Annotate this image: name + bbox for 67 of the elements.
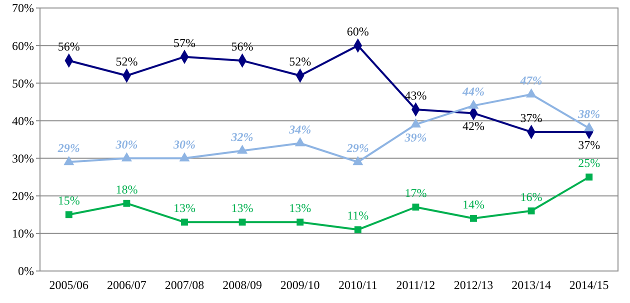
x-tick-label: 2011/12 — [396, 278, 436, 292]
point — [296, 218, 304, 226]
x-tick-label: 2008/09 — [222, 278, 262, 292]
data-label: 44% — [462, 84, 484, 99]
data-label: 13% — [289, 201, 312, 216]
data-label: 30% — [114, 137, 138, 152]
data-label: 57% — [174, 36, 196, 50]
data-label: 56% — [231, 40, 254, 54]
point — [470, 214, 477, 222]
data-label: 29% — [56, 141, 80, 156]
data-label: 60% — [346, 24, 369, 39]
data-label: 13% — [174, 201, 196, 216]
data-label: 29% — [346, 141, 369, 156]
point — [412, 204, 420, 211]
point — [64, 156, 74, 166]
data-label: 37% — [578, 138, 600, 152]
data-label: 42% — [462, 119, 484, 134]
x-tick-label: 2013/14 — [512, 278, 551, 292]
data-label: 13% — [231, 201, 254, 216]
data-label: 32% — [230, 130, 254, 144]
y-tick-label: 70% — [12, 1, 34, 16]
data-label: 30% — [172, 137, 196, 152]
data-label: 14% — [462, 197, 484, 212]
point — [410, 118, 421, 128]
data-label: 16% — [520, 190, 542, 204]
y-tick-label: 20% — [12, 189, 34, 204]
x-tick-label: 2012/13 — [454, 278, 494, 292]
x-tick-label: 2014/15 — [569, 278, 609, 292]
y-tick-label: 50% — [12, 76, 34, 90]
x-tick-label: 2009/10 — [280, 278, 320, 292]
x-tick-label: 2006/07 — [107, 278, 146, 292]
point — [354, 226, 362, 234]
data-label: 39% — [404, 130, 427, 144]
data-label: 11% — [347, 208, 369, 223]
data-label: 25% — [578, 156, 600, 170]
point — [294, 137, 306, 146]
data-label: 15% — [58, 194, 80, 208]
y-tick-label: 0% — [18, 264, 34, 278]
data-label: 34% — [288, 122, 312, 136]
point — [179, 152, 190, 162]
point — [468, 100, 479, 109]
data-label: 52% — [289, 54, 312, 69]
data-label: 43% — [404, 88, 427, 102]
x-tick-label: 2007/08 — [164, 278, 204, 292]
data-label: 52% — [116, 54, 138, 69]
y-tick-label: 10% — [12, 226, 34, 241]
y-tick-label: 60% — [12, 38, 34, 53]
point — [237, 144, 248, 154]
point — [123, 200, 130, 207]
data-label: 56% — [58, 40, 80, 54]
data-label: 17% — [404, 186, 427, 200]
point — [65, 211, 72, 218]
data-label: 18% — [116, 182, 138, 196]
y-tick-label: 30% — [12, 151, 34, 166]
y-tick-label: 40% — [12, 114, 34, 128]
point — [526, 88, 537, 98]
point — [586, 174, 593, 181]
x-tick-label: 2005/06 — [49, 278, 89, 292]
point — [181, 218, 188, 226]
data-label: 38% — [577, 107, 600, 122]
point — [121, 152, 132, 162]
data-label: 37% — [520, 110, 542, 125]
point — [352, 156, 364, 166]
point — [528, 207, 535, 214]
point — [584, 122, 594, 132]
point — [238, 218, 246, 226]
x-tick-label: 2010/11 — [338, 278, 378, 292]
